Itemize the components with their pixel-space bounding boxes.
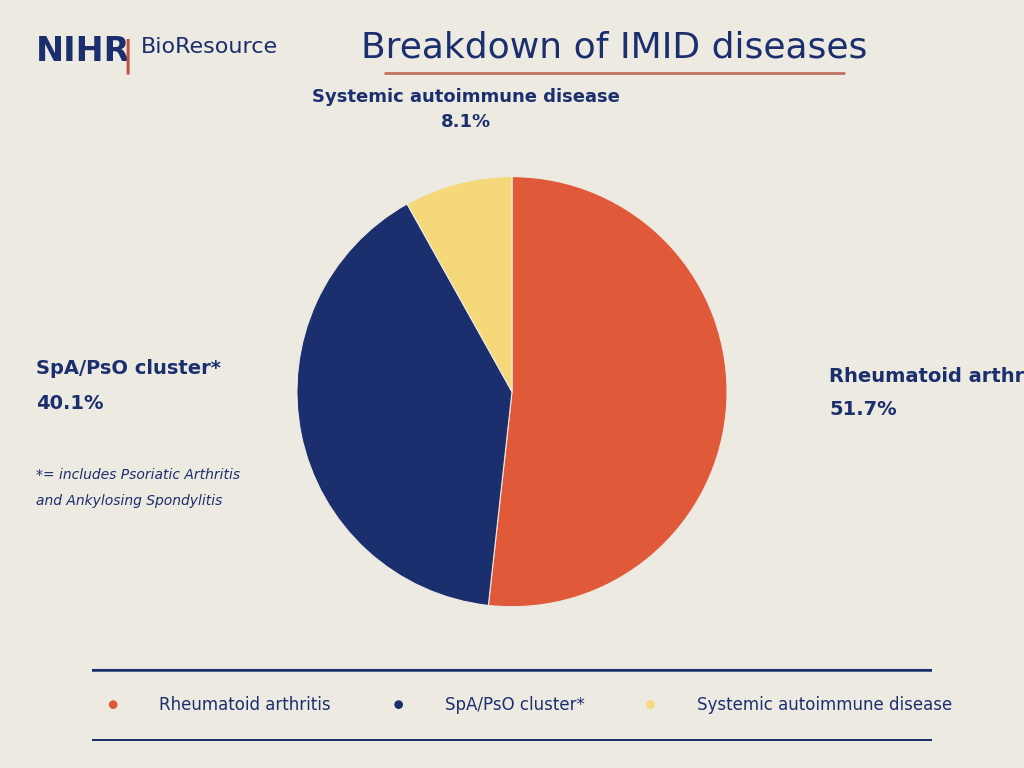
Text: Rheumatoid arthritis: Rheumatoid arthritis (160, 696, 331, 713)
Text: *= includes Psoriatic Arthritis: *= includes Psoriatic Arthritis (36, 468, 240, 482)
Text: 51.7%: 51.7% (829, 400, 897, 419)
Wedge shape (408, 177, 512, 392)
Wedge shape (488, 177, 727, 607)
Text: Systemic autoimmune disease: Systemic autoimmune disease (696, 696, 952, 713)
Text: NIHR: NIHR (36, 35, 130, 68)
Text: 40.1%: 40.1% (36, 394, 103, 412)
Text: SpA/PsO cluster*: SpA/PsO cluster* (444, 696, 585, 713)
Ellipse shape (110, 701, 117, 708)
Text: 8.1%: 8.1% (441, 113, 490, 131)
Text: SpA/PsO cluster*: SpA/PsO cluster* (36, 359, 221, 378)
Wedge shape (297, 204, 512, 605)
Text: Systemic autoimmune disease: Systemic autoimmune disease (312, 88, 620, 106)
Ellipse shape (647, 701, 654, 708)
Text: and Ankylosing Spondylitis: and Ankylosing Spondylitis (36, 494, 222, 508)
Text: |: | (122, 38, 134, 74)
Ellipse shape (395, 701, 402, 708)
Text: Breakdown of IMID diseases: Breakdown of IMID diseases (361, 31, 867, 65)
Text: BioResource: BioResource (141, 37, 279, 57)
Text: Rheumatoid arthritis: Rheumatoid arthritis (829, 367, 1024, 386)
FancyBboxPatch shape (62, 670, 962, 740)
